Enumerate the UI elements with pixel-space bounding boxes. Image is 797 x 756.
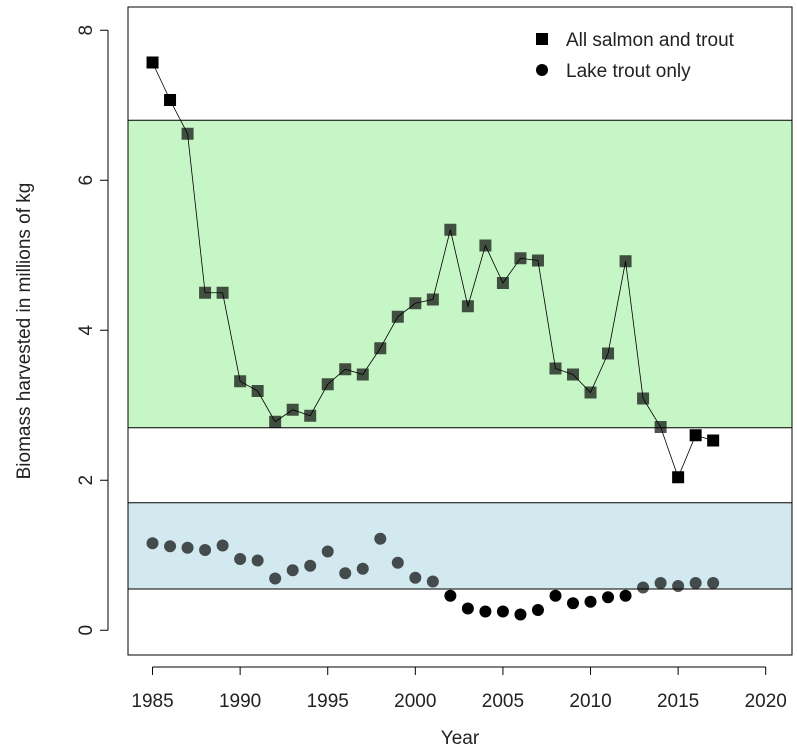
y-tick-label: 8 (76, 25, 97, 36)
x-tick-label: 2020 (745, 691, 787, 712)
point (146, 537, 159, 550)
point (181, 541, 194, 554)
point (374, 342, 387, 355)
point (181, 127, 194, 140)
x-tick-label: 2005 (482, 691, 524, 712)
point (637, 581, 650, 594)
point (531, 604, 544, 616)
point (269, 415, 282, 428)
point (619, 255, 632, 268)
point (619, 589, 632, 602)
x-tick-label: 2015 (657, 691, 699, 712)
point (496, 605, 509, 618)
y-tick-label: 4 (76, 325, 97, 336)
point (199, 286, 212, 299)
x-tick-label: 2000 (394, 691, 436, 712)
point (409, 297, 422, 310)
point (672, 580, 685, 592)
point (461, 300, 474, 313)
plot-frame (127, 6, 793, 656)
point (391, 556, 404, 569)
legend-label: All salmon and trout (566, 30, 735, 51)
x-tick-label: 2010 (569, 691, 611, 712)
x-tick-label: 1995 (307, 691, 349, 712)
point (567, 597, 580, 610)
point (654, 421, 667, 433)
point (689, 577, 702, 589)
point (602, 347, 615, 360)
point (707, 577, 720, 589)
legend-marker (536, 64, 548, 76)
point (269, 572, 282, 585)
point (707, 434, 720, 447)
x-axis-label: Year (441, 728, 480, 749)
y-tick-label: 0 (76, 625, 97, 636)
point (251, 554, 264, 567)
point (391, 310, 404, 323)
point (304, 559, 317, 572)
point (602, 591, 615, 604)
point (286, 564, 299, 577)
point (339, 363, 352, 376)
point (356, 368, 369, 381)
point (496, 277, 509, 289)
point (286, 403, 299, 416)
point (234, 375, 247, 388)
y-axis-label: Biomass harvested in millions of kg (14, 183, 35, 480)
point (654, 577, 667, 589)
y-tick-label: 2 (76, 475, 97, 486)
point (339, 567, 352, 580)
point (304, 409, 317, 422)
point (584, 386, 597, 399)
point (216, 539, 229, 552)
point (444, 223, 457, 236)
point (672, 471, 685, 484)
point (216, 286, 229, 299)
point (567, 368, 580, 381)
point (444, 589, 457, 602)
point (234, 553, 247, 565)
point (251, 385, 264, 397)
point (689, 429, 702, 442)
point (426, 293, 439, 306)
band (128, 502, 792, 589)
point (199, 544, 212, 556)
y-tick-label: 6 (76, 175, 97, 186)
point (549, 589, 562, 602)
x-tick-label: 1985 (131, 691, 173, 712)
point (321, 545, 334, 558)
point (584, 595, 597, 608)
point (479, 239, 492, 252)
point (409, 571, 422, 584)
point (321, 378, 334, 391)
point (479, 605, 492, 618)
legend-label: Lake trout only (566, 61, 691, 82)
legend-marker (536, 33, 548, 45)
point (426, 575, 439, 588)
point (514, 608, 527, 621)
point (164, 540, 177, 553)
point (146, 56, 159, 69)
band (128, 120, 792, 428)
point (374, 532, 387, 545)
point (637, 392, 650, 405)
point (549, 362, 562, 375)
x-tick-label: 1990 (219, 691, 261, 712)
point (164, 94, 177, 106)
point (531, 254, 544, 267)
point (356, 562, 369, 575)
point (461, 602, 474, 615)
point (514, 252, 527, 265)
